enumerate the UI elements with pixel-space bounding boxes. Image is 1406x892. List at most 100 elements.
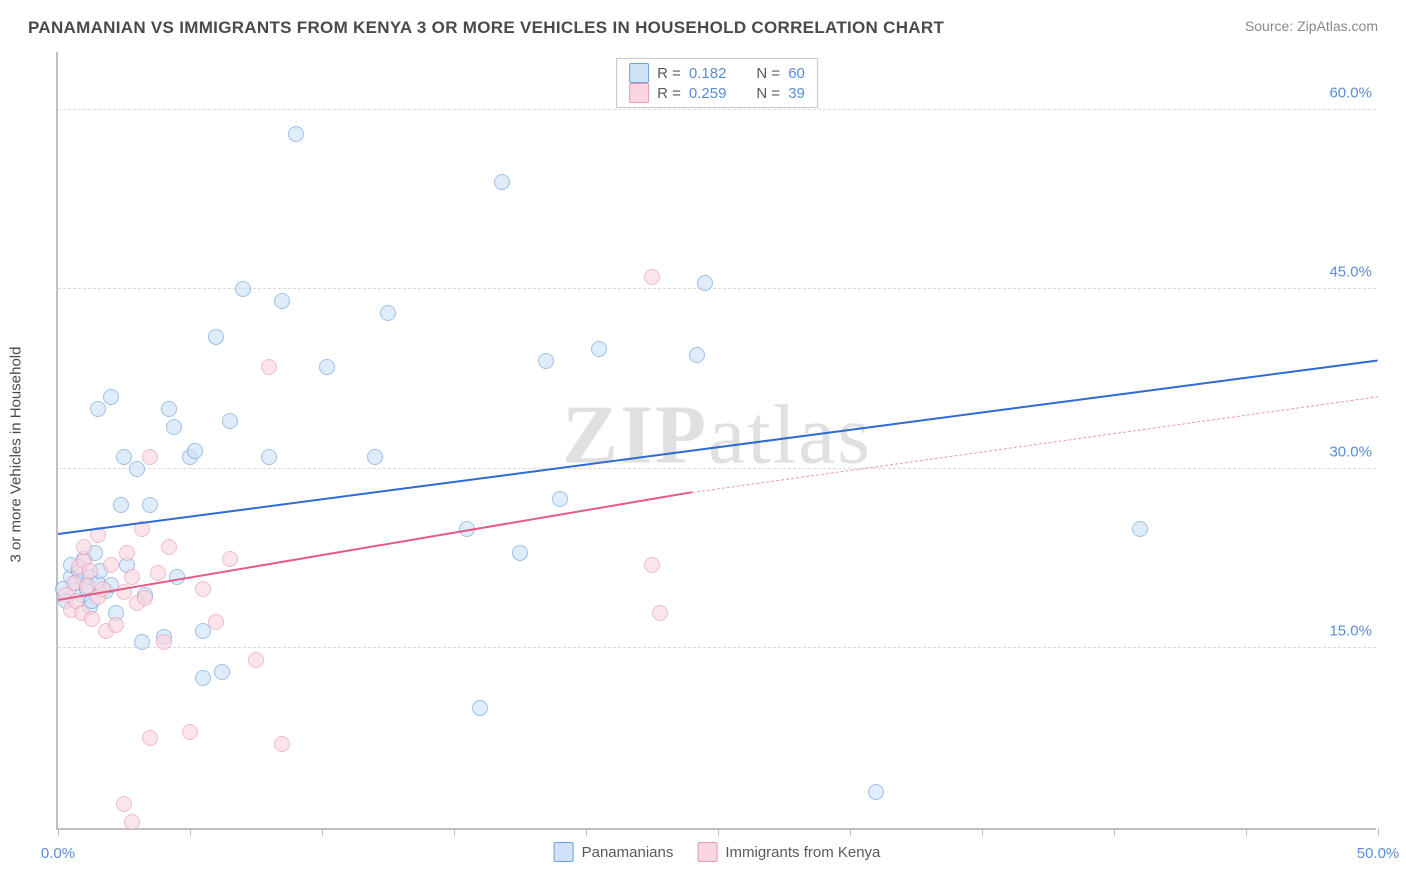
scatter-point [108,617,124,633]
scatter-point [142,449,158,465]
scatter-point [195,581,211,597]
scatter-point [208,329,224,345]
scatter-point [103,557,119,573]
y-tick-label: 60.0% [1329,84,1380,101]
scatter-point [472,700,488,716]
y-tick-label: 15.0% [1329,623,1380,640]
scatter-point [868,784,884,800]
scatter-point [222,413,238,429]
scatter-point [248,652,264,668]
trend-line [692,396,1379,493]
x-tick [190,828,191,836]
legend-swatch [629,63,649,83]
watermark: ZIPatlas [562,387,872,484]
source-label: Source: ZipAtlas.com [1245,18,1378,34]
legend-r-label: R = [657,85,681,102]
legend-n-label: N = [756,85,780,102]
scatter-point [274,293,290,309]
scatter-point [208,614,224,630]
scatter-point [697,275,713,291]
scatter-point [261,449,277,465]
legend-n-value: 60 [788,65,805,82]
plot-area: ZIPatlas R =0.182N =60R =0.259N =39 Pana… [56,52,1376,830]
legend-item: Panamanians [554,842,674,862]
scatter-point [380,305,396,321]
scatter-point [1132,521,1148,537]
scatter-point [538,353,554,369]
scatter-point [591,341,607,357]
scatter-point [103,389,119,405]
gridline [58,647,1376,648]
scatter-point [116,449,132,465]
legend-r-label: R = [657,65,681,82]
legend-label: Panamanians [582,844,674,861]
scatter-point [552,491,568,507]
legend-swatch [697,842,717,862]
y-tick-label: 45.0% [1329,264,1380,281]
legend-correlation: R = 0.182 N = 60 R = 0.259 N = 39 [616,58,818,108]
scatter-point [288,126,304,142]
scatter-point [76,539,92,555]
scatter-point [222,551,238,567]
scatter-point [116,796,132,812]
scatter-point [319,359,335,375]
x-tick [718,828,719,836]
x-tick [58,828,59,836]
scatter-point [689,347,705,363]
scatter-point [214,664,230,680]
scatter-point [134,634,150,650]
scatter-point [161,401,177,417]
scatter-point [166,419,182,435]
scatter-point [142,730,158,746]
scatter-point [119,545,135,561]
x-tick [1114,828,1115,836]
scatter-point [113,497,129,513]
scatter-point [156,634,172,650]
legend-r-value: 0.259 [689,85,727,102]
legend-label: Immigrants from Kenya [725,844,880,861]
scatter-point [187,443,203,459]
x-tick [1246,828,1247,836]
scatter-point [235,281,251,297]
gridline [58,109,1376,110]
x-tick-label: 0.0% [41,845,75,862]
scatter-point [161,539,177,555]
scatter-point [644,269,660,285]
x-tick [982,828,983,836]
legend-item: Immigrants from Kenya [697,842,880,862]
scatter-point [124,814,140,830]
scatter-point [82,563,98,579]
legend-swatch [629,83,649,103]
y-axis-label: 3 or more Vehicles in Household [8,347,25,563]
scatter-point [494,174,510,190]
legend-r-value: 0.182 [689,65,727,82]
legend-swatch [554,842,574,862]
scatter-point [512,545,528,561]
scatter-point [644,557,660,573]
scatter-point [169,569,185,585]
scatter-point [142,497,158,513]
scatter-point [90,401,106,417]
scatter-point [129,461,145,477]
scatter-point [261,359,277,375]
legend-n-value: 39 [788,85,805,102]
x-tick [454,828,455,836]
x-tick [322,828,323,836]
legend-row: R = 0.182 N = 60 [629,63,805,83]
x-tick [850,828,851,836]
gridline [58,288,1376,289]
scatter-point [195,670,211,686]
x-tick [1378,828,1379,836]
trend-line [58,359,1378,535]
scatter-point [150,565,166,581]
x-tick-label: 50.0% [1357,845,1400,862]
legend-series: Panamanians Immigrants from Kenya [554,842,881,862]
scatter-point [137,590,153,606]
scatter-point [124,569,140,585]
scatter-point [182,724,198,740]
legend-n-label: N = [756,65,780,82]
scatter-point [84,611,100,627]
legend-row: R = 0.259 N = 39 [629,83,805,103]
scatter-point [367,449,383,465]
scatter-point [274,736,290,752]
